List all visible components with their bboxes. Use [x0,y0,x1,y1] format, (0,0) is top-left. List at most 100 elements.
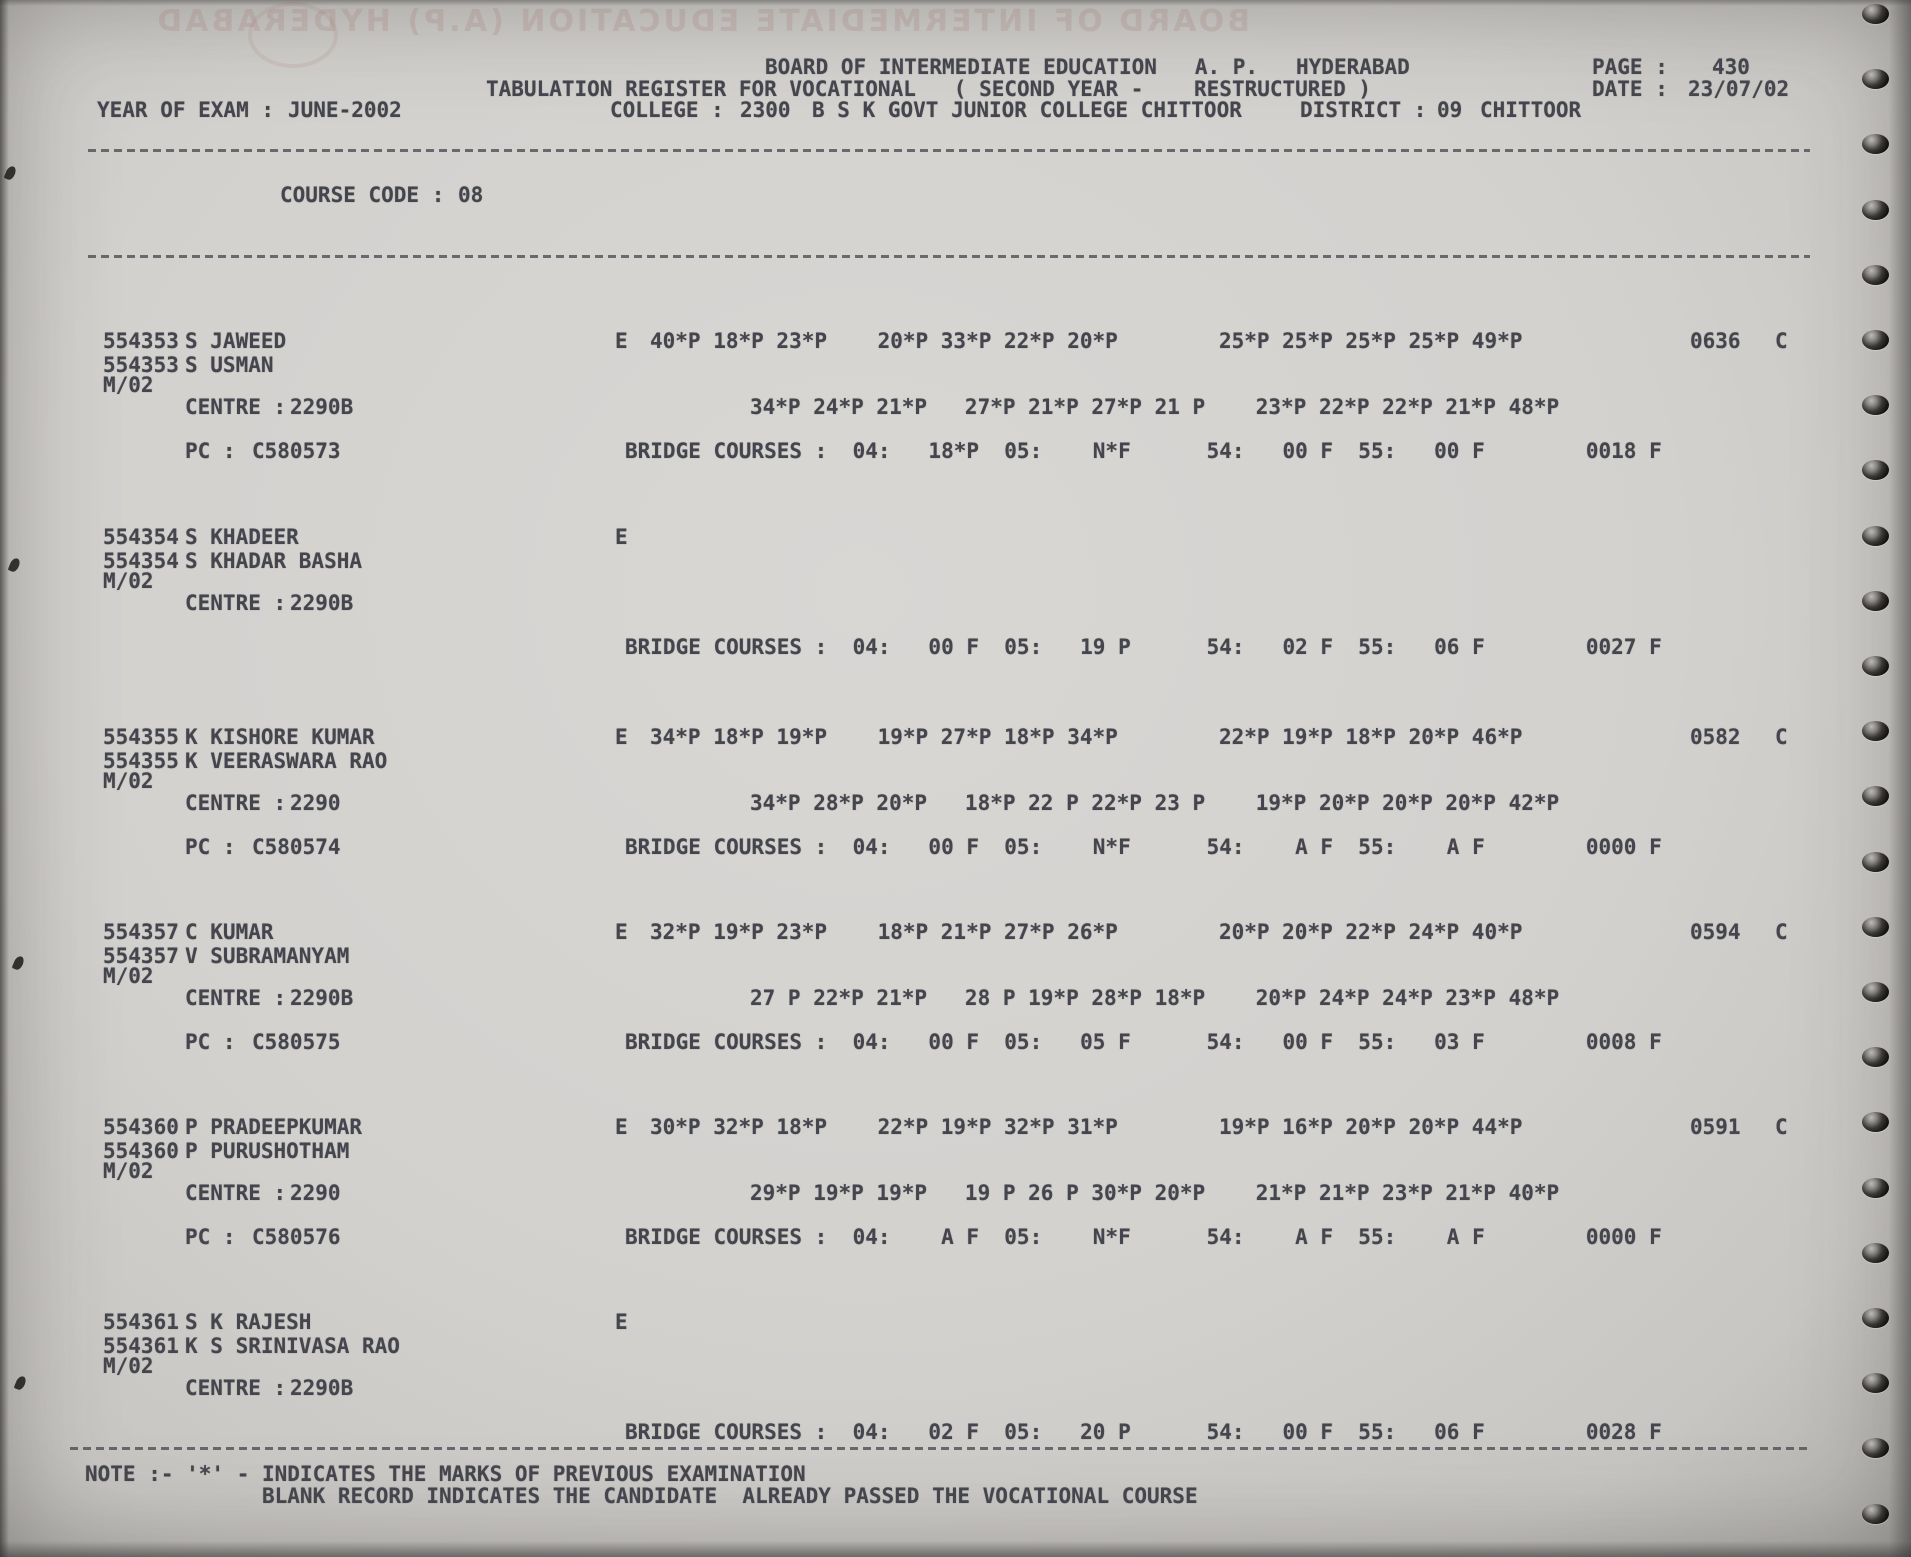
punch-hole [1862,1047,1889,1067]
result-code: C [1775,725,1788,749]
medium-code: E [615,1115,628,1139]
centre-label: CENTRE : [185,395,287,419]
date-value: 23/07/02 [1688,77,1790,101]
centre-code: 2290B [290,591,354,615]
marks-row-2: 27 P 22*P 21*P 28 P 19*P 28*P 18*P 20*P … [750,986,1560,1010]
pc-label: PC : [185,1030,236,1054]
punch-hole [1862,1112,1889,1132]
session: M/02 [103,769,154,793]
bridge-courses-line: BRIDGE COURSES : 04: 00 F 05: N*F 54: A … [625,835,1662,859]
regd-no-repeat: 554355 [103,749,179,773]
centre-code: 2290B [290,1376,354,1400]
total-marks: 0636 [1690,329,1741,353]
marks-row-2: 34*P 24*P 21*P 27*P 21*P 27*P 21 P 23*P … [750,395,1560,419]
candidate-name: S JAWEED [185,329,287,353]
punch-hole [1862,591,1889,611]
page-number: 430 [1712,55,1750,79]
punch-hole [1862,200,1889,220]
pc-number: C580573 [252,439,341,463]
session: M/02 [103,1354,154,1378]
session: M/02 [103,1159,154,1183]
punch-hole [1862,982,1889,1002]
centre-code: 2290B [290,395,354,419]
marks-row-1: 32*P 19*P 23*P 18*P 21*P 27*P 26*P 20*P … [650,920,1523,944]
college-name: B S K GOVT JUNIOR COLLEGE CHITTOOR [812,98,1242,122]
candidate-record: 554361 S K RAJESH E 554361 K S SRINIVASA… [0,1312,1911,1472]
result-code: C [1775,1115,1788,1139]
punch-hole [1862,1373,1889,1393]
date-label: DATE : [1592,77,1668,101]
note-line-2: BLANK RECORD INDICATES THE CANDIDATE ALR… [262,1484,1198,1508]
candidate-name: S KHADEER [185,525,299,549]
medium-code: E [615,725,628,749]
result-code: C [1775,920,1788,944]
regd-no: 554355 [103,725,179,749]
punch-hole [1862,656,1889,676]
regd-no: 554354 [103,525,179,549]
father-name: P PURUSHOTHAM [185,1139,350,1163]
punch-hole [1862,786,1889,806]
paper-edge-shadow [1889,0,1911,1557]
session: M/02 [103,373,154,397]
punch-hole [1862,721,1889,741]
father-name: V SUBRAMANYAM [185,944,350,968]
centre-label: CENTRE : [185,1376,287,1400]
centre-label: CENTRE : [185,1181,287,1205]
punch-hole [1862,526,1889,546]
separator-line [70,1447,1810,1450]
page-label: PAGE : [1592,55,1668,79]
father-name: S KHADAR BASHA [185,549,363,573]
candidate-record: 554357 C KUMAR E 32*P 19*P 23*P 18*P 21*… [0,922,1911,1082]
medium-code: E [615,329,628,353]
punch-hole [1862,395,1889,415]
pc-number: C580576 [252,1225,341,1249]
separator-line [88,149,1810,152]
total-marks: 0594 [1690,920,1741,944]
paper-edge-shadow [0,0,9,1557]
pc-label: PC : [185,1225,236,1249]
college-code: 2300 [740,98,791,122]
centre-code: 2290 [290,1181,341,1205]
bridge-courses-line: BRIDGE COURSES : 04: 02 F 05: 20 P 54: 0… [625,1420,1662,1444]
bridge-courses-line: BRIDGE COURSES : 04: 00 F 05: 19 P 54: 0… [625,635,1662,659]
district-label: DISTRICT : [1300,98,1427,122]
candidate-name: S K RAJESH [185,1310,312,1334]
medium-code: E [615,1310,628,1334]
regd-no-repeat: 554353 [103,353,179,377]
punch-hole [1862,1504,1889,1524]
separator-line [88,255,1810,258]
marks-row-1: 34*P 18*P 19*P 19*P 27*P 18*P 34*P 22*P … [650,725,1523,749]
regd-no: 554357 [103,920,179,944]
centre-label: CENTRE : [185,986,287,1010]
candidate-record: 554355 K KISHORE KUMAR E 34*P 18*P 19*P … [0,727,1911,887]
punch-hole [1862,852,1889,872]
punch-hole [1862,917,1889,937]
marks-row-2: 34*P 28*P 20*P 18*P 22 P 22*P 23 P 19*P … [750,791,1560,815]
candidate-record: 554360 P PRADEEPKUMAR E 30*P 32*P 18*P 2… [0,1117,1911,1277]
regd-no: 554361 [103,1310,179,1334]
college-label: COLLEGE : [610,98,724,122]
centre-code: 2290 [290,791,341,815]
course-code-value: 08 [458,183,484,207]
pc-label: PC : [185,439,236,463]
punch-hole [1862,69,1889,89]
father-name: K VEERASWARA RAO [185,749,388,773]
punch-hole [1862,134,1889,154]
centre-label: CENTRE : [185,591,287,615]
paper-edge-shadow [0,1541,1911,1557]
marks-row-1: 40*P 18*P 23*P 20*P 33*P 22*P 20*P 25*P … [650,329,1523,353]
marks-row-2: 29*P 19*P 19*P 19 P 26 P 30*P 20*P 21*P … [750,1181,1560,1205]
regd-no-repeat: 554360 [103,1139,179,1163]
paper-edge-shadow [0,0,1911,6]
medium-code: E [615,920,628,944]
candidate-name: K KISHORE KUMAR [185,725,375,749]
father-name: S USMAN [185,353,274,377]
candidate-record: 554353 S JAWEED E 40*P 18*P 23*P 20*P 33… [0,331,1911,491]
session: M/02 [103,964,154,988]
punch-hole [1862,1243,1889,1263]
regd-no: 554360 [103,1115,179,1139]
punch-hole [1862,4,1889,24]
ghost-bleedthrough-text: BOARD OF INTERMEDIATE EDUCATION (A.P) HY… [154,4,1250,39]
course-code-label: COURSE CODE : [280,183,445,207]
